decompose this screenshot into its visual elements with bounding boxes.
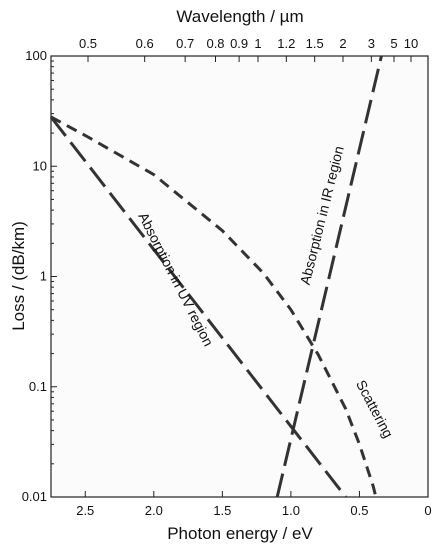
y-tick-label: 0.1 xyxy=(29,379,47,394)
x2-tick-label: 0.5 xyxy=(79,36,97,51)
x2-tick-label: 1 xyxy=(254,36,261,51)
y-tick-label: 1 xyxy=(40,269,47,284)
x2-tick-label: 0.7 xyxy=(176,36,194,51)
x-tick-label: 0.5 xyxy=(350,503,368,518)
x2-tick-label: 1.2 xyxy=(277,36,295,51)
x-tick-label: 1.0 xyxy=(282,503,300,518)
x2-tick-label: 1.5 xyxy=(306,36,324,51)
x2-tick-label: 0.8 xyxy=(206,36,224,51)
x-axis-title: Photon energy / eV xyxy=(167,524,313,543)
x2-tick-label: 0.6 xyxy=(136,36,154,51)
x2-tick-label: 10 xyxy=(404,36,418,51)
x-tick-label: 2.0 xyxy=(145,503,163,518)
y-tick-label: 10 xyxy=(33,158,47,173)
series-line xyxy=(275,55,383,498)
x2-tick-label: 0.9 xyxy=(230,36,248,51)
x-tick-label: 0 xyxy=(424,503,431,518)
curves-layer xyxy=(49,55,383,498)
x-tick-label: 2.5 xyxy=(76,503,94,518)
y-axis-title: Loss / (dB/km) xyxy=(9,221,28,331)
x2-tick-label: 5 xyxy=(390,36,397,51)
plot-area xyxy=(50,55,429,498)
x2-tick-label: 2 xyxy=(339,36,346,51)
y-tick-label: 100 xyxy=(25,48,47,63)
y-tick-label: 0.01 xyxy=(22,489,47,504)
ticks-layer xyxy=(51,55,429,498)
series-line xyxy=(49,116,347,498)
x2-axis-title: Wavelength / µm xyxy=(176,7,303,26)
x2-tick-label: 3 xyxy=(368,36,375,51)
x-tick-label: 1.5 xyxy=(213,503,231,518)
series-line xyxy=(50,115,378,498)
